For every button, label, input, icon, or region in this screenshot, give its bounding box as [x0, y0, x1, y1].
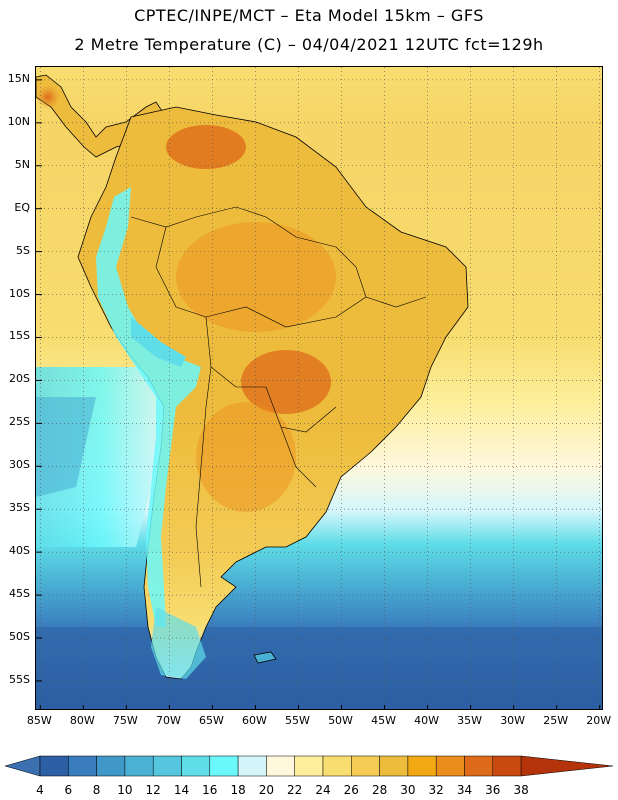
latitude-label: 30S	[9, 458, 30, 472]
temperature-map-canvas	[36, 67, 602, 709]
colorbar-cell	[266, 755, 295, 777]
longitude-label: 35W	[457, 714, 483, 727]
longitude-label: 30W	[500, 714, 526, 727]
colorbar-label: 6	[64, 783, 73, 797]
longitude-label: 55W	[285, 714, 310, 727]
latitude-label: EQ	[14, 200, 30, 214]
colorbar-cell	[68, 755, 97, 777]
latitude-label: 5N	[14, 157, 30, 171]
colorbar-cell	[435, 755, 465, 777]
colorbar-label: 22	[287, 783, 303, 797]
axis-ticks	[36, 79, 601, 709]
longitude-label: 25W	[543, 714, 569, 727]
longitude-label: 40W	[414, 714, 439, 727]
latitude-label: 5S	[16, 243, 30, 257]
colorbar-cell	[322, 755, 352, 777]
paraguay-hotspot	[241, 350, 331, 414]
longitude-label: 45W	[371, 714, 396, 727]
colorbar-label: 34	[456, 783, 473, 797]
latitude-label: 15S	[9, 329, 30, 343]
colorbar-label: 16	[202, 783, 218, 797]
amazon-warm-area	[176, 222, 336, 332]
colorbar-cell	[152, 755, 182, 777]
colorbar-label: 18	[230, 783, 246, 797]
colorbar-label: 38	[513, 783, 529, 797]
pacific-cooler-band	[36, 397, 96, 497]
colorbar-cell	[351, 755, 380, 777]
colorbar-label: 10	[117, 783, 133, 797]
falkland-islands	[253, 651, 277, 664]
latitude-label: 10S	[9, 286, 30, 300]
colorbar-cell	[39, 755, 69, 777]
argentina-warm-area	[196, 402, 296, 512]
colorbar-cell	[294, 755, 324, 777]
map-title-line-2: 2 Metre Temperature (C) – 04/04/2021 12U…	[74, 35, 544, 54]
colorbar-label: 24	[315, 783, 331, 797]
longitude-label: 75W	[112, 714, 138, 727]
latitude-label: 40S	[9, 544, 30, 558]
altiplano-cold-area	[131, 317, 186, 367]
colorbar-label: 26	[343, 783, 359, 797]
longitude-label: 65W	[198, 714, 224, 727]
temperature-map	[35, 66, 603, 710]
central-america-hotspot	[36, 85, 60, 109]
colorbar-cell	[379, 755, 409, 777]
colorbar-cell	[181, 755, 211, 777]
latitude-label: 35S	[9, 501, 30, 515]
venezuela-hotspot	[166, 125, 246, 169]
patagonia-cool-area	[151, 607, 206, 679]
colorbar-over-arrow	[520, 755, 614, 777]
longitude-label: 70W	[155, 714, 181, 727]
southern-ocean-band	[36, 627, 602, 709]
latitude-label: 15N	[7, 71, 30, 85]
colorbar-label: 28	[371, 783, 388, 797]
colorbar-label: 20	[258, 783, 275, 797]
temperature-colorbar	[4, 755, 614, 777]
colorbar-under-arrow	[4, 755, 41, 777]
latitude-label: 50S	[9, 630, 30, 643]
colorbar-label: 4	[36, 783, 44, 797]
graticule-grid	[36, 67, 602, 709]
latitude-label: 10N	[7, 114, 30, 128]
colorbar-label: 36	[485, 783, 501, 797]
colorbar-cell	[464, 755, 494, 777]
longitude-label: 80W	[69, 714, 95, 727]
longitude-label: 20W	[586, 714, 612, 727]
colorbar-cell	[96, 755, 126, 777]
longitude-label: 85W	[26, 714, 52, 727]
colorbar-cell	[492, 755, 522, 777]
colorbar-cell	[124, 755, 154, 777]
andes-cold-strip	[96, 187, 201, 627]
colorbar-label: 12	[145, 783, 161, 797]
colorbar-label: 14	[173, 783, 190, 797]
colorbar-label: 8	[92, 783, 101, 797]
longitude-label: 60W	[242, 714, 267, 727]
latitude-label: 20S	[9, 372, 30, 386]
latitude-label: 45S	[9, 587, 30, 601]
colorbar-label: 32	[428, 783, 444, 797]
colorbar-cell	[237, 755, 267, 777]
latitude-label: 55S	[9, 672, 30, 686]
colorbar-label: 30	[400, 783, 416, 797]
country-borders	[130, 206, 427, 588]
colorbar-cell	[209, 755, 239, 777]
colorbar-cell	[407, 755, 437, 777]
latitude-label: 25S	[9, 415, 30, 429]
longitude-label: 50W	[328, 714, 353, 727]
map-title-line-1: CPTEC/INPE/MCT – Eta Model 15km – GFS	[134, 6, 484, 25]
